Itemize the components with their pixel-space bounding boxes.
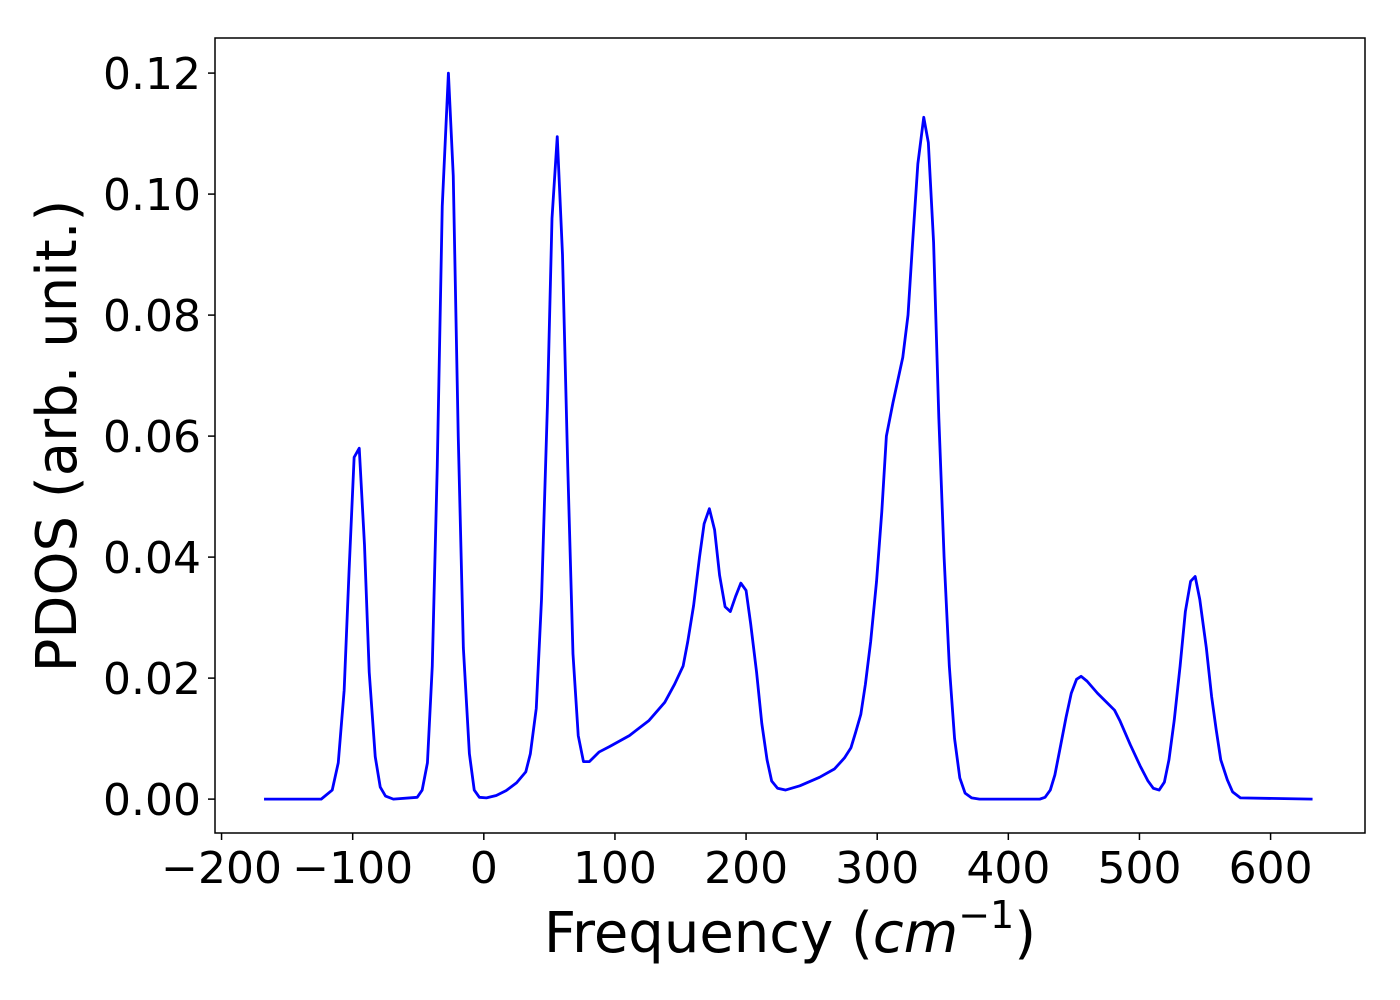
y-tick-label: 0.10: [103, 170, 201, 221]
x-label-text: Frequency (: [544, 901, 873, 966]
x-tick-label: 100: [573, 843, 657, 894]
x-tick-label: 300: [835, 843, 919, 894]
y-axis-label: PDOS (arb. unit.): [25, 200, 90, 673]
x-tick-label: 600: [1229, 843, 1313, 894]
x-label-math: cm: [873, 901, 958, 966]
y-tick-label: 0.00: [103, 775, 201, 826]
y-tick-label: 0.06: [103, 412, 201, 463]
x-tick-label: −100: [292, 843, 413, 894]
plot-frame: [214, 37, 1366, 834]
x-label-sup: −1: [958, 893, 1014, 937]
x-axis-label: Frequency (cm−1): [544, 893, 1036, 966]
x-tick-label: 200: [704, 843, 788, 894]
pdos-line: [264, 71, 1313, 801]
y-tick-label: 0.08: [103, 291, 201, 342]
x-tick-label: −200: [161, 843, 282, 894]
y-tick-label: 0.12: [103, 49, 201, 100]
y-tick-label: 0.04: [103, 533, 201, 584]
x-tick-label: 500: [1097, 843, 1181, 894]
x-tick-label: 400: [966, 843, 1050, 894]
y-tick-label: 0.02: [103, 654, 201, 705]
x-tick-label: 0: [470, 843, 498, 894]
x-label-close: ): [1014, 901, 1036, 966]
